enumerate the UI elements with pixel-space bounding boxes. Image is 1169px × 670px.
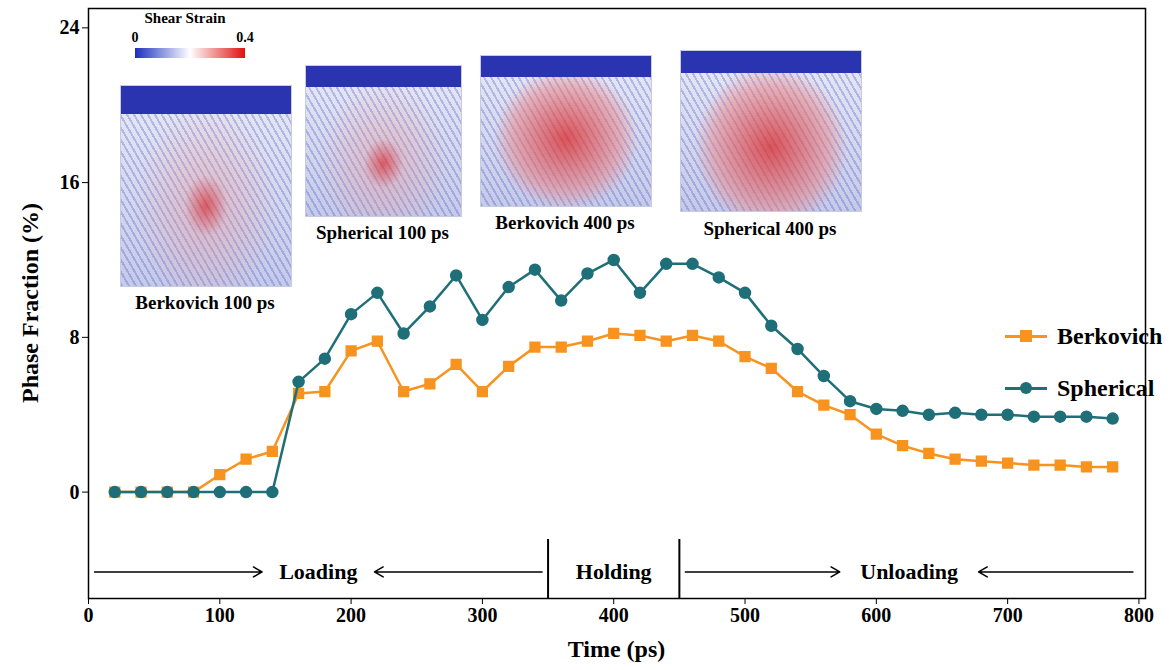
svg-text:Loading: Loading <box>279 559 357 584</box>
svg-text:500: 500 <box>730 604 760 626</box>
html-text:Phase Fraction (%): Phase Fraction (%) <box>16 203 43 403</box>
svg-text:800: 800 <box>1124 604 1154 626</box>
html-text:Berkovich 400 ps: Berkovich 400 ps <box>495 212 635 233</box>
html-text:Spherical 400 ps: Spherical 400 ps <box>703 218 837 239</box>
html-text:0: 0 <box>131 30 139 45</box>
svg-text:600: 600 <box>861 604 891 626</box>
svg-text:100: 100 <box>205 604 235 626</box>
svg-text:300: 300 <box>467 604 497 626</box>
html-text:Shear Strain: Shear Strain <box>144 10 226 26</box>
svg-text:200: 200 <box>336 604 366 626</box>
svg-text:24: 24 <box>60 16 80 38</box>
html-text:Spherical: Spherical <box>1057 374 1155 401</box>
html-text:Berkovich: Berkovich <box>1057 322 1163 349</box>
svg-text:8: 8 <box>70 326 80 348</box>
svg-text:400: 400 <box>599 604 629 626</box>
html-text:Berkovich 100 ps: Berkovich 100 ps <box>135 292 275 313</box>
svg-text:0: 0 <box>70 481 80 503</box>
html-text:Time (ps): Time (ps) <box>567 636 666 662</box>
svg-text:0: 0 <box>84 604 94 626</box>
html-text:0.4: 0.4 <box>236 30 254 45</box>
svg-text:Holding: Holding <box>576 559 652 584</box>
svg-text:Unloading: Unloading <box>860 559 958 584</box>
html-text:Spherical 100 ps: Spherical 100 ps <box>316 222 449 243</box>
svg-text:700: 700 <box>993 604 1023 626</box>
svg-text:16: 16 <box>60 171 80 193</box>
